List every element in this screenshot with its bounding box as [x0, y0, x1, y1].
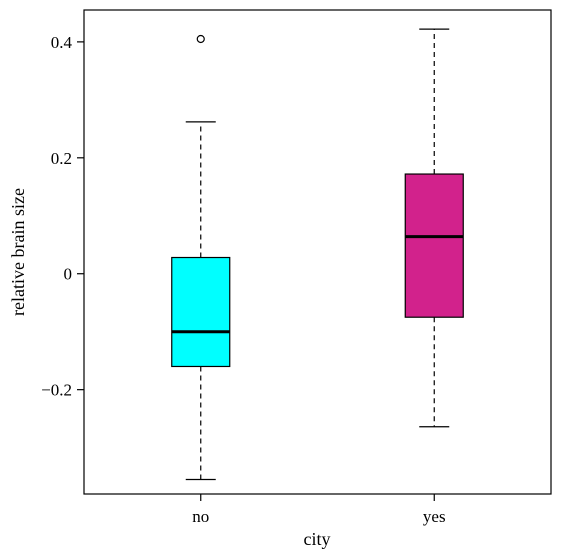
x-axis-title: city	[304, 529, 331, 549]
y-tick-label: 0	[64, 265, 73, 284]
x-tick-label: no	[192, 507, 209, 526]
x-tick-label: yes	[423, 507, 446, 526]
boxes	[171, 28, 464, 481]
y-axis-title: relative brain size	[8, 188, 28, 316]
y-tick-label: 0.4	[51, 33, 73, 52]
iqr-box	[171, 256, 231, 368]
y-axis: 0.4 0.2 0 −0.2	[41, 33, 84, 400]
box-yes	[404, 28, 464, 428]
y-tick-label: −0.2	[41, 381, 72, 400]
plot-frame	[83, 9, 552, 495]
x-axis: no yes	[192, 494, 446, 526]
box-no	[171, 34, 231, 481]
iqr-box	[404, 173, 464, 318]
outlier-point	[196, 34, 205, 44]
y-tick-label: 0.2	[51, 149, 72, 168]
